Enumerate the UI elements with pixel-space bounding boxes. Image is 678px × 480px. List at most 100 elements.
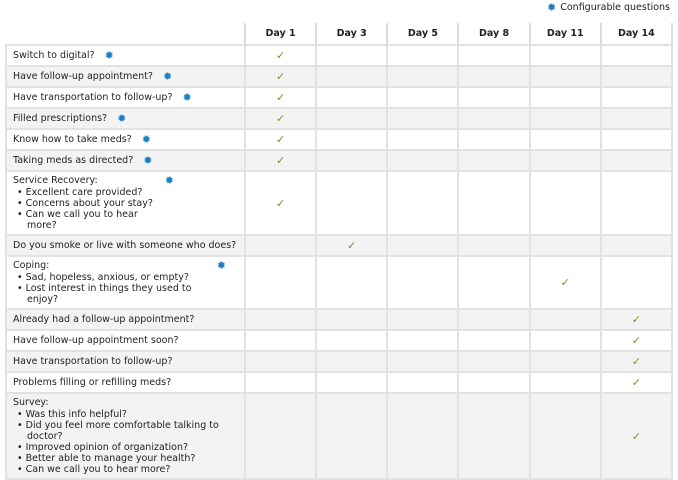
- gear-icon[interactable]: ✹: [162, 70, 173, 83]
- question-label: Coping:: [13, 260, 50, 271]
- question-item: Excellent care provided?: [26, 187, 165, 198]
- column-header: Day 3: [315, 23, 389, 45]
- day-cell: [386, 234, 460, 257]
- gear-icon[interactable]: ✹: [104, 49, 114, 62]
- question-cell: Taking meds as directed? ✹: [5, 149, 246, 172]
- day-cell: ✓: [243, 128, 318, 151]
- day-cell: ✓: [243, 44, 318, 67]
- question-item: Lost interest in things they used to enj…: [26, 283, 217, 305]
- question-item: Concerns about your stay?: [26, 198, 165, 209]
- day-cell: [315, 65, 389, 88]
- column-header: Day 1: [243, 23, 318, 45]
- day-cell: [386, 128, 460, 151]
- day-cell: [528, 107, 602, 130]
- day-cell: [243, 255, 318, 310]
- day-cell: [243, 308, 318, 331]
- table-row: Switch to digital? ✹ ✓: [5, 44, 674, 67]
- column-header: Day 11: [528, 23, 602, 45]
- table-row: Have follow-up appointment soon? ✓: [5, 329, 674, 352]
- table-row: Survey:Was this info helpful?Did you fee…: [5, 392, 674, 480]
- day-cell: [528, 128, 602, 151]
- gear-icon[interactable]: ✹: [117, 112, 127, 125]
- day-cell: [457, 255, 531, 310]
- question-cell: Know how to take meds? ✹: [5, 128, 246, 151]
- checkmark-icon: ✓: [631, 429, 641, 443]
- question-label: Already had a follow-up appointment?: [13, 314, 195, 325]
- day-cell: [457, 329, 531, 352]
- table-row: Coping:Sad, hopeless, anxious, or empty?…: [5, 255, 674, 310]
- day-cell: [528, 65, 602, 88]
- gear-icon[interactable]: ✹: [164, 174, 174, 187]
- question-cell: Survey:Was this info helpful?Did you fee…: [5, 392, 246, 480]
- table-row: Have transportation to follow-up? ✹ ✓: [5, 86, 674, 109]
- day-cell: ✓: [599, 392, 674, 480]
- schedule-table: Day 1 Day 3 Day 5 Day 8 Day 11 Day 14 Switch …: [5, 23, 674, 480]
- gear-icon: ✹: [547, 1, 557, 14]
- column-header: Day 14: [599, 23, 674, 45]
- day-cell: [599, 149, 674, 172]
- day-cell: ✓: [599, 308, 674, 331]
- question-cell: Problems filling or refilling meds?: [5, 371, 246, 394]
- day-cell: [528, 350, 602, 373]
- day-cell: [457, 149, 531, 172]
- header-blank: [6, 23, 245, 45]
- question-label: Problems filling or refilling meds?: [13, 377, 172, 388]
- legend-label: Configurable questions: [560, 2, 670, 13]
- checkmark-icon: ✓: [631, 376, 641, 389]
- checkmark-icon: ✓: [560, 276, 570, 289]
- question-label: Survey:: [13, 397, 49, 408]
- gear-icon[interactable]: ✹: [182, 91, 192, 104]
- day-cell: [457, 86, 531, 109]
- question-label: Have transportation to follow-up?: [13, 356, 173, 367]
- column-header: Day 5: [386, 23, 460, 45]
- checkmark-icon: ✓: [631, 313, 641, 326]
- day-cell: [457, 308, 531, 331]
- question-item: Was this info helpful?: [26, 409, 238, 420]
- table-row: Taking meds as directed? ✹ ✓: [5, 149, 674, 172]
- day-cell: ✓: [315, 234, 389, 257]
- question-cell: Service Recovery:Excellent care provided…: [5, 170, 246, 236]
- gear-icon[interactable]: ✹: [143, 154, 153, 167]
- day-cell: [315, 350, 389, 373]
- day-cell: [599, 255, 674, 310]
- day-cell: ✓: [243, 170, 318, 236]
- day-cell: [315, 86, 389, 109]
- gear-icon[interactable]: ✹: [141, 133, 151, 146]
- question-label: Have follow-up appointment soon?: [13, 335, 179, 346]
- question-label: Have follow-up appointment?: [13, 71, 153, 82]
- checkmark-icon: ✓: [631, 355, 641, 368]
- gear-icon[interactable]: ✹: [216, 259, 226, 272]
- day-cell: [457, 128, 531, 151]
- day-cell: [528, 329, 602, 352]
- question-item: Improved opinion of organization?: [26, 442, 238, 453]
- day-cell: [386, 44, 460, 67]
- question-cell: Have follow-up appointment soon?: [5, 329, 246, 352]
- day-cell: [315, 44, 389, 67]
- table-row: Problems filling or refilling meds? ✓: [5, 371, 674, 394]
- day-cell: ✓: [243, 149, 318, 172]
- question-label: Service Recovery:: [13, 175, 98, 186]
- day-cell: [528, 149, 602, 172]
- day-cell: [457, 234, 531, 257]
- day-cell: [243, 350, 318, 373]
- checkmark-icon: ✓: [275, 112, 286, 125]
- question-cell: Filled prescriptions? ✹: [5, 107, 246, 130]
- day-cell: [386, 329, 460, 352]
- table-row: Know how to take meds? ✹ ✓: [5, 128, 674, 151]
- question-cell: Already had a follow-up appointment?: [5, 308, 246, 331]
- checkmark-icon: ✓: [275, 49, 286, 62]
- day-cell: [599, 86, 674, 109]
- question-label: Taking meds as directed?: [13, 155, 134, 166]
- question-label: Have transportation to follow-up?: [13, 92, 173, 103]
- day-cell: [386, 308, 460, 331]
- day-cell: [243, 234, 318, 257]
- question-cell: Have transportation to follow-up?: [5, 350, 246, 373]
- day-cell: [599, 234, 674, 257]
- day-cell: [315, 170, 389, 236]
- question-cell: Coping:Sad, hopeless, anxious, or empty?…: [5, 255, 246, 310]
- day-cell: [457, 350, 531, 373]
- day-cell: [457, 371, 531, 394]
- legend: ✹ Configurable questions: [547, 2, 670, 13]
- day-cell: [528, 44, 602, 67]
- question-item: Did you feel more comfortable talking to…: [26, 420, 238, 442]
